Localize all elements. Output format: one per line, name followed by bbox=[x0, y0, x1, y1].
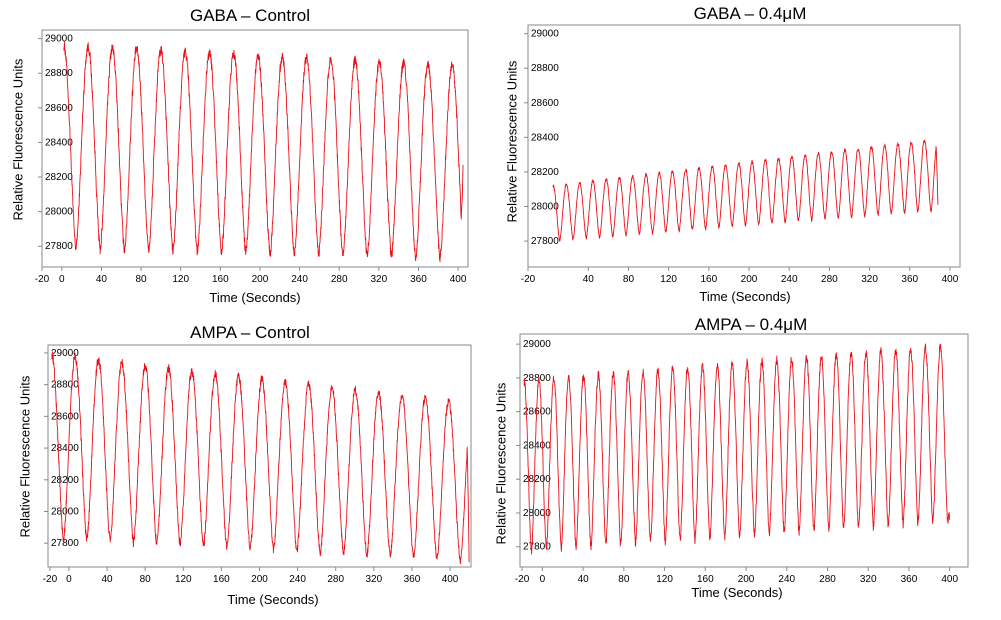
plot-frame bbox=[527, 24, 961, 268]
x-tick-label: 400 bbox=[442, 574, 459, 585]
y-tick-label: 28400 bbox=[531, 132, 559, 143]
x-tick-label: 80 bbox=[140, 574, 152, 585]
x-tick-label: 120 bbox=[656, 574, 673, 585]
x-tick-label: 200 bbox=[741, 274, 758, 285]
y-tick-label: 28400 bbox=[51, 443, 79, 454]
x-tick-label: 240 bbox=[291, 274, 308, 285]
chart-panel-gaba-control: GABA – Control Relative Fluorescence Uni… bbox=[0, 0, 490, 310]
x-tick-label: 80 bbox=[623, 274, 635, 285]
x-tick-label: 280 bbox=[327, 574, 344, 585]
y-tick-label: 27800 bbox=[523, 542, 551, 553]
x-tick-label: 0 bbox=[59, 274, 65, 285]
x-tick-label: 280 bbox=[821, 274, 838, 285]
y-tick-label: 28400 bbox=[45, 137, 73, 148]
x-tick-label: 120 bbox=[175, 574, 192, 585]
x-tick-label: 120 bbox=[172, 274, 189, 285]
chart-panel-ampa-control: AMPA – Control Relative Fluorescence Uni… bbox=[0, 312, 490, 620]
data-series-line bbox=[51, 351, 470, 565]
y-tick-label: 28800 bbox=[51, 380, 79, 391]
y-tick-label: 28200 bbox=[531, 167, 559, 178]
x-tick-label: 240 bbox=[781, 274, 798, 285]
y-tick-label: 29000 bbox=[523, 339, 551, 350]
x-tick-label: 240 bbox=[289, 574, 306, 585]
data-series-line bbox=[63, 41, 464, 263]
x-tick-label: 80 bbox=[618, 574, 630, 585]
x-tick-label: 0 bbox=[540, 574, 546, 585]
x-axis-label: Time (Seconds) bbox=[699, 289, 791, 304]
x-tick-label: 320 bbox=[365, 574, 382, 585]
y-tick-label: 28600 bbox=[51, 411, 79, 422]
y-tick-label: 28000 bbox=[523, 508, 551, 519]
y-tick-label: 28600 bbox=[531, 98, 559, 109]
x-tick-label: 160 bbox=[212, 274, 229, 285]
y-tick-label: 29000 bbox=[531, 29, 559, 40]
chart-title: AMPA – 0.4μM bbox=[694, 315, 808, 334]
x-tick-label: -20 bbox=[35, 274, 50, 285]
x-tick-label: 200 bbox=[251, 574, 268, 585]
y-tick-label: 28800 bbox=[45, 68, 73, 79]
x-axis-label: Time (Seconds) bbox=[691, 585, 783, 600]
x-tick-label: 400 bbox=[941, 574, 958, 585]
x-axis-label: Time (Seconds) bbox=[227, 592, 319, 607]
plot-frame bbox=[41, 29, 469, 268]
y-tick-label: 28800 bbox=[523, 373, 551, 384]
x-tick-label: 160 bbox=[697, 574, 714, 585]
data-series-line bbox=[523, 343, 951, 555]
chart-panel-ampa-04um: AMPA – 0.4μM Relative Fluorescence Units… bbox=[490, 312, 1001, 620]
y-tick-label: 28600 bbox=[45, 103, 73, 114]
x-tick-label: -20 bbox=[521, 274, 536, 285]
y-tick-label: 28000 bbox=[45, 207, 73, 218]
x-tick-label: 360 bbox=[410, 274, 427, 285]
x-tick-label: 320 bbox=[861, 274, 878, 285]
y-tick-label: 27800 bbox=[531, 236, 559, 247]
chart-svg: 27800 28000 28200 28400 28600 28800 29000 -20 0 4… bbox=[515, 333, 969, 585]
chart-title: AMPA – Control bbox=[190, 323, 310, 342]
y-tick-label: 28400 bbox=[523, 440, 551, 451]
x-tick-label: 360 bbox=[901, 274, 918, 285]
x-tick-label: 200 bbox=[252, 274, 269, 285]
x-tick-label: 360 bbox=[404, 574, 421, 585]
x-tick-label: 40 bbox=[578, 574, 590, 585]
x-tick-label: 200 bbox=[738, 574, 755, 585]
x-tick-label: 40 bbox=[583, 274, 595, 285]
x-tick-label: 280 bbox=[819, 574, 836, 585]
chart-title: GABA – 0.4μM bbox=[693, 4, 807, 23]
x-tick-label: 360 bbox=[901, 574, 918, 585]
y-tick-label: 28000 bbox=[531, 202, 559, 213]
y-tick-label: 27800 bbox=[51, 538, 79, 549]
x-tick-label: 160 bbox=[700, 274, 717, 285]
x-tick-label: 40 bbox=[102, 574, 114, 585]
y-tick-label: 28000 bbox=[51, 507, 79, 518]
x-tick-label: 160 bbox=[213, 574, 230, 585]
x-tick-label: 120 bbox=[660, 274, 677, 285]
y-tick-label: 29000 bbox=[45, 34, 73, 45]
x-tick-label: 240 bbox=[778, 574, 795, 585]
y-tick-label: 28200 bbox=[51, 475, 79, 486]
chart-svg: 27800 28000 28200 28400 28600 28800 29000 -20 0 4… bbox=[43, 344, 472, 585]
x-axis-label: Time (Seconds) bbox=[209, 290, 301, 305]
y-tick-label: 28200 bbox=[523, 474, 551, 485]
y-tick-label: 28600 bbox=[523, 407, 551, 418]
x-tick-label: 320 bbox=[370, 274, 387, 285]
y-tick-label: 29000 bbox=[51, 348, 79, 359]
chart-svg: 27800 28000 28200 28400 28600 28800 29000 -20 0 4… bbox=[35, 29, 469, 285]
chart-panel-gaba-04um: GABA – 0.4μM Relative Fluorescence Units… bbox=[490, 0, 1001, 310]
x-tick-label: -20 bbox=[515, 574, 530, 585]
x-tick-label: 0 bbox=[66, 574, 72, 585]
x-tick-label: -20 bbox=[43, 574, 58, 585]
x-tick-label: 320 bbox=[860, 574, 877, 585]
chart-title: GABA – Control bbox=[189, 6, 310, 25]
x-tick-label: 400 bbox=[450, 274, 467, 285]
plot-frame bbox=[519, 333, 969, 568]
x-tick-label: 280 bbox=[331, 274, 348, 285]
chart-svg: 27800 28000 28200 28400 28600 28800 29000 -20 40… bbox=[521, 24, 961, 285]
x-tick-label: 40 bbox=[96, 274, 108, 285]
y-tick-label: 28200 bbox=[45, 172, 73, 183]
data-series-line bbox=[552, 139, 939, 242]
y-tick-label: 27800 bbox=[45, 241, 73, 252]
y-tick-label: 28800 bbox=[531, 63, 559, 74]
x-tick-label: 80 bbox=[136, 274, 148, 285]
x-tick-label: 400 bbox=[942, 274, 959, 285]
